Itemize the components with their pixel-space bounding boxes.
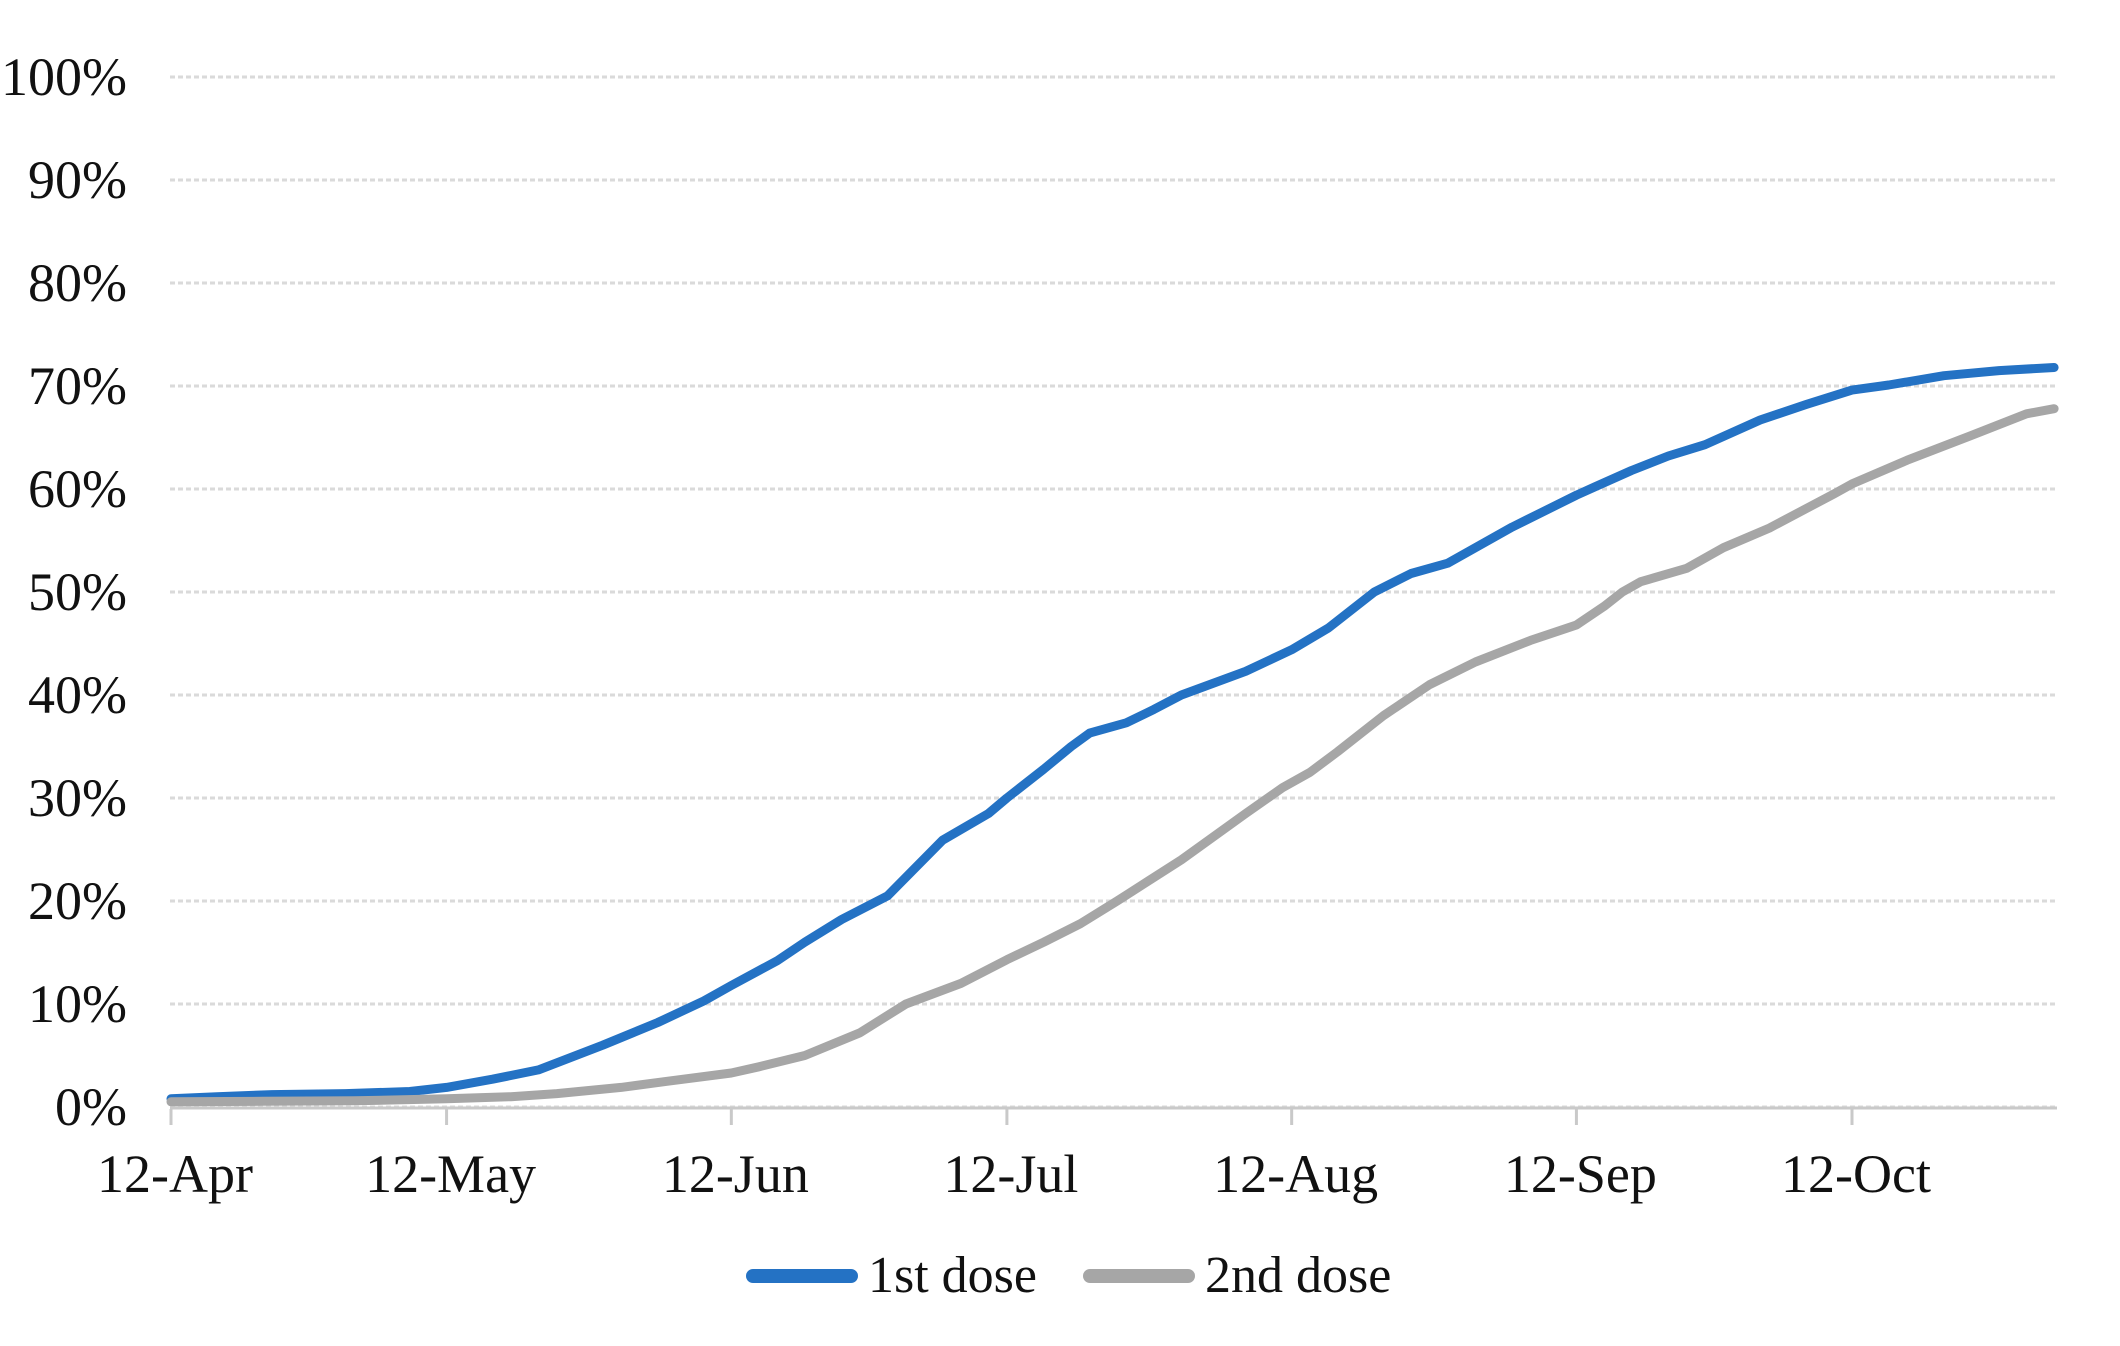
legend-label-2nd-dose: 2nd dose — [1205, 1247, 1392, 1304]
series-line-2nd-dose — [166, 404, 2059, 1107]
legend: 1st dose 2nd dose — [746, 1248, 1391, 1304]
y-axis-tick-label: 50% — [28, 562, 127, 622]
y-axis-tick-label: 80% — [28, 253, 127, 313]
x-axis-tick-label: 12-Sep — [1504, 1144, 1657, 1204]
x-axis-tick-label: 12-Aug — [1213, 1144, 1378, 1204]
y-axis-tick-label: 10% — [28, 974, 127, 1034]
y-axis-tick-label: 90% — [28, 150, 127, 210]
x-axis-tick-label: 12-Jul — [943, 1144, 1078, 1204]
legend-item-1st-dose: 1st dose — [746, 1248, 1037, 1304]
legend-item-2nd-dose: 2nd dose — [1083, 1248, 1391, 1304]
y-axis-tick-label: 20% — [28, 871, 127, 931]
x-axis-tick-label: 12-Oct — [1781, 1144, 1931, 1204]
x-axis-tick-label: 12-Jun — [662, 1144, 809, 1204]
y-axis-tick-label: 70% — [28, 356, 127, 416]
y-axis-tick-label: 40% — [28, 665, 127, 725]
y-axis-tick-label: 100% — [1, 47, 127, 107]
legend-label-1st-dose: 1st dose — [868, 1247, 1037, 1304]
legend-swatch-2nd-dose-icon — [1083, 1269, 1195, 1283]
legend-swatch-1st-dose-icon — [746, 1269, 858, 1283]
series-line-1st-dose — [166, 363, 2059, 1104]
x-axis-tick-label: 12-May — [365, 1144, 536, 1204]
y-axis-tick-label: 0% — [55, 1077, 127, 1137]
y-axis-tick-label: 30% — [28, 768, 127, 828]
x-axis-tick-label: 12-Apr — [97, 1144, 253, 1204]
y-axis-tick-label: 60% — [28, 459, 127, 519]
